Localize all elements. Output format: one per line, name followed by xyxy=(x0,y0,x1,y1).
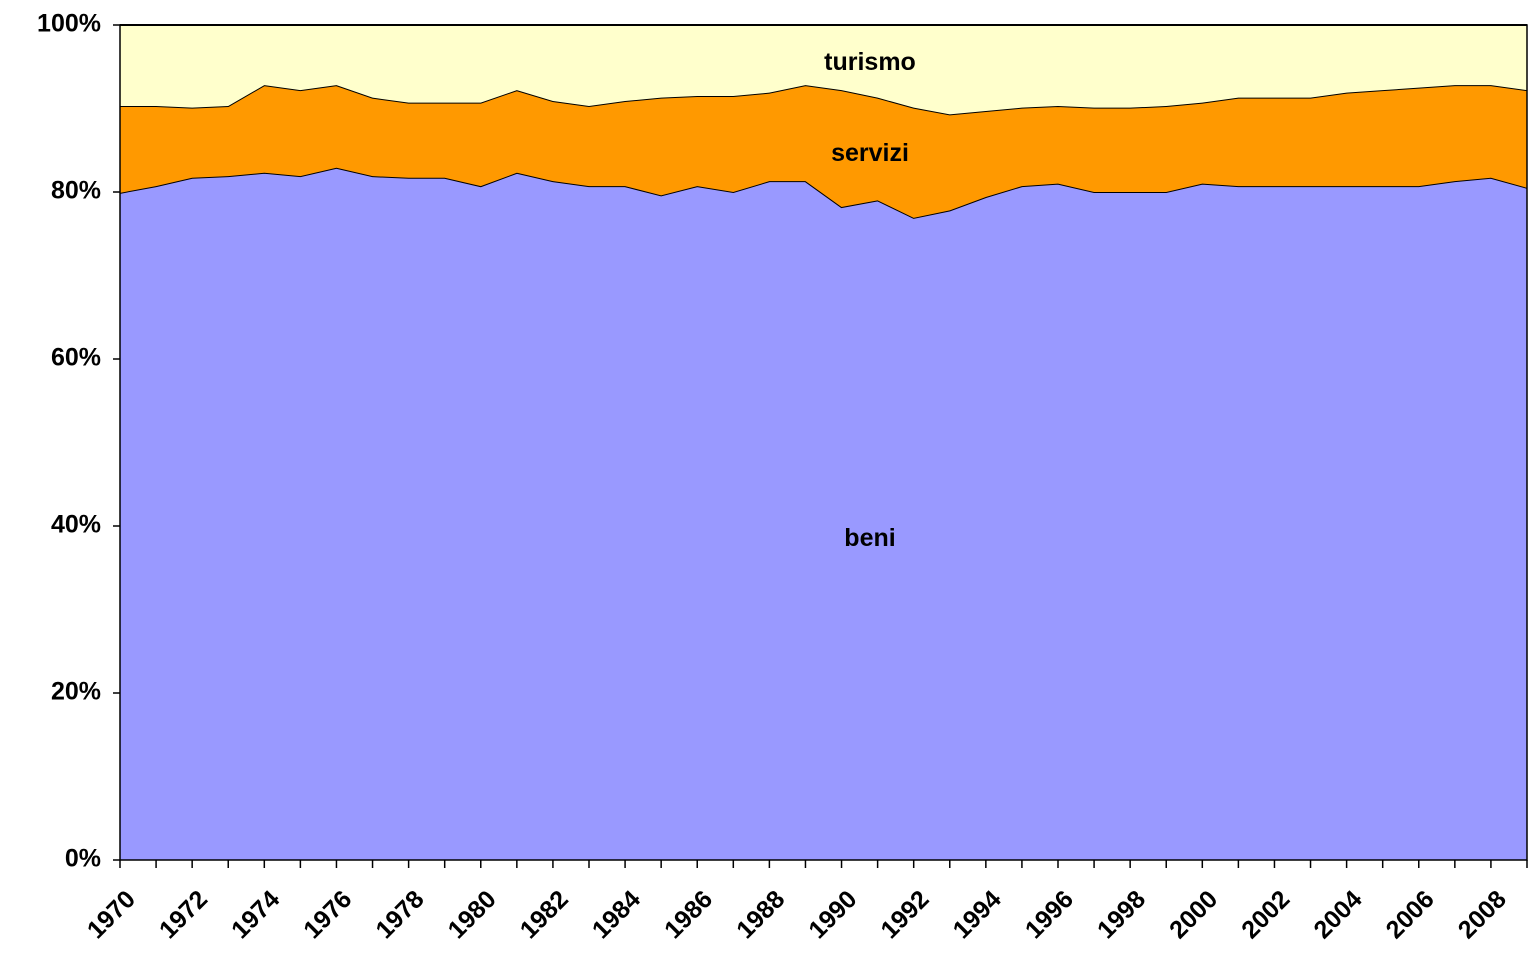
x-tick-label: 1974 xyxy=(226,885,285,944)
series-label: beni xyxy=(844,524,895,552)
x-tick-label: 2002 xyxy=(1236,885,1295,944)
x-tick-label: 1970 xyxy=(82,885,141,944)
x-tick-label: 1988 xyxy=(731,885,790,944)
y-tick-label: 80% xyxy=(51,177,101,205)
y-tick-label: 60% xyxy=(51,344,101,372)
x-tick-label: 1982 xyxy=(515,885,574,944)
x-tick-label: 1980 xyxy=(443,885,502,944)
y-tick-label: 0% xyxy=(65,845,101,873)
x-tick-label: 1990 xyxy=(803,885,862,944)
x-tick-label: 1992 xyxy=(875,885,934,944)
plot-frame xyxy=(119,24,1528,861)
series-label: turismo xyxy=(824,48,916,76)
y-tick-label: 40% xyxy=(51,511,101,539)
x-tick-label: 1994 xyxy=(948,885,1007,944)
x-tick-label: 1972 xyxy=(154,885,213,944)
y-tick-label: 100% xyxy=(37,10,101,38)
x-tick-label: 2008 xyxy=(1453,885,1512,944)
x-tick-label: 2000 xyxy=(1164,885,1223,944)
x-tick-label: 2004 xyxy=(1308,885,1367,944)
x-tick-label: 1976 xyxy=(298,885,357,944)
x-tick-label: 1986 xyxy=(659,885,718,944)
x-tick-label: 1978 xyxy=(370,885,429,944)
x-tick-label: 1998 xyxy=(1092,885,1151,944)
y-tick-label: 20% xyxy=(51,678,101,706)
series-label: servizi xyxy=(831,139,909,167)
x-tick-label: 1984 xyxy=(587,885,646,944)
x-tick-label: 2006 xyxy=(1381,885,1440,944)
area xyxy=(120,25,1527,115)
area xyxy=(120,167,1527,860)
x-tick-label: 1996 xyxy=(1020,885,1079,944)
area xyxy=(120,85,1527,218)
